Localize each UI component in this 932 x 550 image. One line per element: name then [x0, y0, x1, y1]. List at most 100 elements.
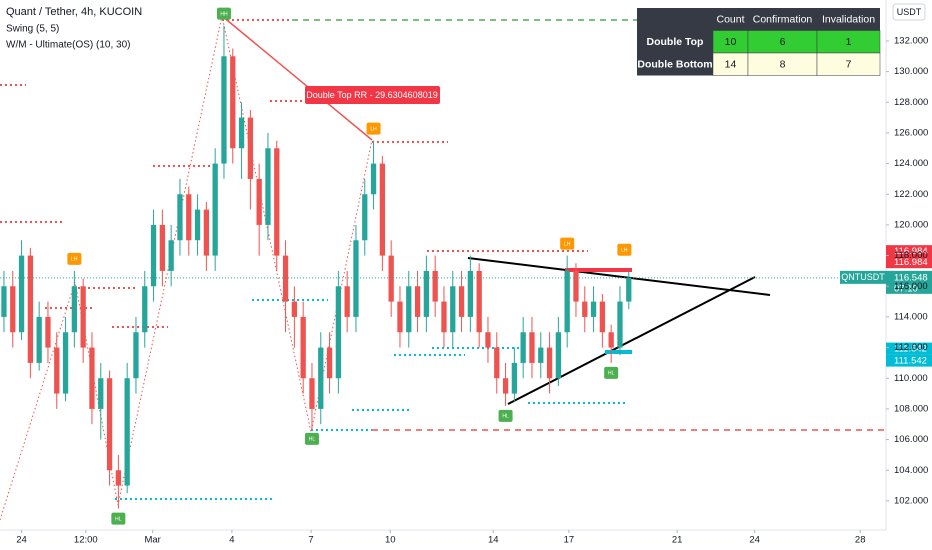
candle-body [608, 332, 614, 348]
table-row-head-bg [637, 53, 713, 76]
y-tick-label: 116.000 [894, 281, 928, 292]
candle-body [458, 286, 465, 317]
table-cell: 10 [725, 36, 737, 48]
table-row-head: Double Bottom [637, 59, 712, 71]
candle-body [362, 194, 368, 241]
y-tick-label: 120.000 [894, 219, 928, 230]
candle-body [186, 194, 192, 241]
candle-body [529, 332, 535, 363]
candle-body [300, 316, 306, 379]
y-tick-label: 118.000 [894, 250, 928, 261]
candle-body [599, 301, 606, 333]
candle-body [344, 286, 350, 317]
candle-body [406, 286, 412, 333]
swing-marker [604, 366, 619, 379]
price-tag-label: 116.984 [894, 246, 928, 257]
candle-body [494, 347, 500, 379]
candle-body [247, 117, 254, 179]
symbol-label: QNTUSDT [841, 272, 885, 282]
candle-body [397, 301, 403, 333]
candle-body [414, 286, 421, 317]
x-tick-label: 12:00 [74, 535, 98, 546]
swing-marker [366, 122, 381, 135]
table-header: Confirmation [753, 14, 813, 26]
candle-body [282, 255, 289, 302]
candle-body [309, 378, 315, 409]
swing-marker-label: HH [220, 11, 228, 17]
candle-body [142, 286, 148, 333]
candle-body [62, 332, 69, 394]
candle-body [150, 224, 157, 287]
y-tick-label: 102.000 [894, 495, 928, 506]
swing-marker-label: LH [71, 257, 78, 263]
swing-marker [111, 512, 126, 525]
candle-body [194, 209, 201, 241]
x-tick-label: 24 [16, 535, 27, 546]
candle-body [124, 378, 130, 486]
candle-body [291, 301, 298, 317]
candle-body [555, 332, 562, 379]
candle-body [485, 332, 491, 348]
candle-body [564, 270, 570, 333]
table-header-bg [637, 8, 880, 31]
swing-marker-label: HL [608, 371, 615, 377]
y-tick-label: 108.000 [894, 403, 928, 414]
x-tick-label: 24 [749, 535, 760, 546]
candle-body [238, 117, 245, 149]
currency-button[interactable] [892, 3, 926, 21]
currency-label[interactable]: USDT [897, 7, 922, 17]
candle-body [441, 301, 447, 333]
symbol-tag [840, 270, 886, 284]
x-tick-label: 10 [385, 535, 396, 546]
candle-body [274, 148, 280, 256]
swing-marker-label: LH [564, 241, 571, 247]
y-tick-label: 114.000 [894, 311, 928, 322]
y-tick-label: 106.000 [894, 434, 928, 445]
candle-body [353, 240, 359, 317]
candle-body [71, 286, 78, 333]
candle-body [168, 240, 174, 271]
candle-body [98, 378, 104, 409]
candle-body [432, 270, 438, 302]
candle-body [18, 255, 25, 333]
table-cell: 1 [846, 36, 852, 48]
swing-marker-label: HL [309, 437, 316, 443]
candle-body [318, 347, 324, 409]
candle-body [626, 277, 632, 302]
x-tick-label: 14 [488, 535, 499, 546]
y-tick-label: 130.000 [894, 66, 928, 77]
swing-marker [304, 432, 319, 445]
candle-body [335, 286, 342, 379]
candle-body [106, 378, 113, 471]
candle-body [502, 378, 509, 394]
y-tick-label: 110.000 [894, 373, 928, 384]
table-header: Invalidation [822, 14, 875, 26]
price-tag-label: 111.542 [894, 344, 927, 355]
candle-body [10, 286, 16, 333]
candle-body [256, 178, 262, 225]
candle-body [230, 56, 236, 149]
candle-body [538, 347, 544, 363]
swing-marker [216, 7, 231, 20]
candle-body [546, 347, 553, 379]
candle-body [115, 470, 122, 486]
countdown: 07:10 [894, 283, 918, 294]
price-tag [886, 245, 932, 258]
candle-body [80, 286, 86, 348]
x-tick-label: Mar [144, 535, 160, 546]
trendline [467, 257, 771, 296]
price-tag [886, 256, 932, 269]
y-tick-label: 112.000 [894, 342, 928, 353]
candle-body [467, 270, 474, 317]
y-tick-label: 124.000 [894, 158, 928, 169]
candle-body [265, 148, 271, 225]
candle-body [511, 362, 518, 394]
x-tick-label: 7 [308, 535, 313, 546]
candle-body [476, 270, 482, 333]
candle-body [617, 301, 623, 348]
double-top-line [221, 15, 373, 141]
last-price-label: 116.548 [894, 272, 928, 283]
candle-body [133, 332, 139, 379]
annotation-box [305, 86, 440, 104]
